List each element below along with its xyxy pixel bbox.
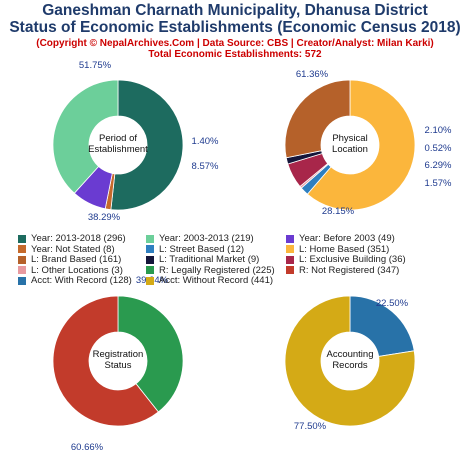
slice-percent-label: 8.57% <box>192 161 219 172</box>
donut-slice <box>284 79 351 159</box>
legend-item: R: Legally Registered (225) <box>146 265 275 276</box>
donut-slice <box>52 79 119 194</box>
donut-center-label: Status <box>105 360 132 371</box>
donut-center-label: Accounting <box>326 349 373 360</box>
legend-label: Year: 2013-2018 (296) <box>31 233 126 244</box>
legend-item: Year: 2003-2013 (219) <box>146 233 254 244</box>
legend-item: L: Traditional Market (9) <box>146 254 259 265</box>
legend-swatch <box>146 245 154 253</box>
donut-slice <box>306 79 416 211</box>
legend-label: Acct: Without Record (441) <box>159 275 274 286</box>
legend-item: L: Street Based (12) <box>146 244 244 255</box>
donut-slice <box>284 295 416 427</box>
legend-item: Year: 2013-2018 (296) <box>18 233 126 244</box>
legend-swatch <box>286 234 294 243</box>
legend-label: Acct: With Record (128) <box>31 275 132 286</box>
legend-item: L: Other Locations (3) <box>18 265 123 276</box>
legend-label: Year: Before 2003 (49) <box>299 233 395 244</box>
legend-swatch <box>18 255 26 264</box>
donut-center-label: Registration <box>93 349 144 360</box>
slice-percent-label: 0.52% <box>425 143 452 154</box>
donut-center-label: Physical <box>332 133 367 144</box>
legend-label: L: Home Based (351) <box>299 243 390 255</box>
legend-label: Year: 2003-2013 (219) <box>159 233 254 244</box>
legend-item: R: Not Registered (347) <box>286 265 399 276</box>
legend-swatch <box>146 255 154 264</box>
legend-label: L: Other Locations (3) <box>31 264 123 276</box>
donut-slice <box>52 295 159 427</box>
legend-swatch <box>286 255 294 264</box>
legend-swatch <box>286 245 294 253</box>
slice-percent-label: 22.50% <box>376 298 409 309</box>
legend-swatch <box>146 266 154 274</box>
legend-label: R: Not Registered (347) <box>299 264 400 276</box>
legend-swatch <box>146 276 154 285</box>
legend-swatch <box>18 276 26 285</box>
legend-label: L: Street Based (12) <box>159 243 245 255</box>
legend-label: Year: Not Stated (8) <box>31 243 115 255</box>
donut-center-label: Records <box>332 360 368 371</box>
legend-swatch <box>286 266 294 274</box>
total-establishments: Total Economic Establishments: 572 <box>148 49 322 60</box>
slice-percent-label: 60.66% <box>71 442 104 453</box>
donut-center-label: Location <box>332 144 368 155</box>
legend-swatch <box>146 234 154 243</box>
legend-swatch <box>18 245 26 253</box>
legend-item: L: Brand Based (161) <box>18 254 121 265</box>
legend-item: L: Home Based (351) <box>286 244 389 255</box>
legend-label: R: Legally Registered (225) <box>159 264 275 276</box>
legend-swatch <box>18 266 26 274</box>
slice-percent-label: 77.50% <box>294 421 327 432</box>
donut-center-label: Period of <box>99 133 137 144</box>
slice-percent-label: 1.57% <box>425 178 452 189</box>
legend-item: Year: Before 2003 (49) <box>286 233 395 244</box>
chart-title-line2: Status of Economic Establishments (Econo… <box>9 19 461 36</box>
chart-title-line1: Ganeshman Charnath Municipality, Dhanusa… <box>42 2 428 19</box>
legend-item: Acct: Without Record (441) <box>146 275 273 286</box>
legend-label: L: Brand Based (161) <box>31 254 122 265</box>
slice-percent-label: 38.29% <box>88 212 121 223</box>
legend-swatch <box>18 234 26 243</box>
slice-percent-label: 61.36% <box>296 69 329 80</box>
legend-item: L: Exclusive Building (36) <box>286 254 406 265</box>
legend-item: Year: Not Stated (8) <box>18 244 115 255</box>
donut-slice <box>117 295 184 413</box>
slice-percent-label: 6.29% <box>425 160 452 171</box>
slice-percent-label: 2.10% <box>425 125 452 136</box>
legend-label: L: Traditional Market (9) <box>159 254 260 265</box>
donut-slice <box>110 79 184 211</box>
slice-percent-label: 51.75% <box>79 60 112 71</box>
copyright-note: (Copyright © NepalArchives.Com | Data So… <box>36 38 434 49</box>
slice-percent-label: 1.40% <box>192 136 219 147</box>
donut-center-label: Establishment <box>88 144 148 155</box>
legend-item: Acct: With Record (128) <box>18 275 132 286</box>
legend-label: L: Exclusive Building (36) <box>299 254 406 265</box>
slice-percent-label: 28.15% <box>322 206 355 217</box>
